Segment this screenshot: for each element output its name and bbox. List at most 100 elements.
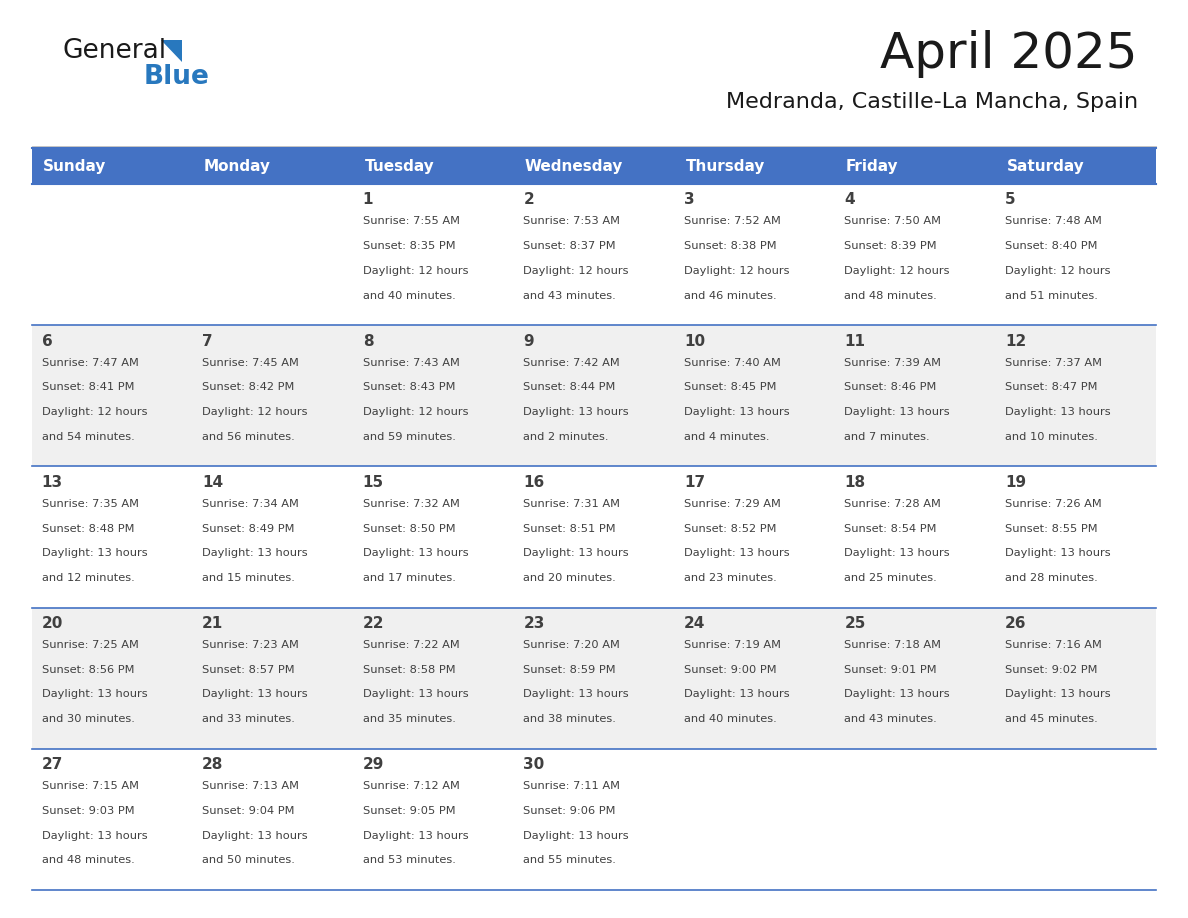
Text: Tuesday: Tuesday — [365, 159, 434, 174]
Text: Daylight: 13 hours: Daylight: 13 hours — [845, 548, 950, 558]
Text: Sunrise: 7:25 AM: Sunrise: 7:25 AM — [42, 640, 139, 650]
Text: 11: 11 — [845, 333, 866, 349]
Text: 23: 23 — [524, 616, 545, 631]
Text: and 43 minutes.: and 43 minutes. — [524, 291, 617, 300]
Text: and 48 minutes.: and 48 minutes. — [42, 856, 134, 866]
Text: Sunrise: 7:52 AM: Sunrise: 7:52 AM — [684, 217, 781, 227]
Text: Daylight: 13 hours: Daylight: 13 hours — [1005, 548, 1111, 558]
Text: Sunrise: 7:43 AM: Sunrise: 7:43 AM — [362, 358, 460, 368]
Bar — [675, 466, 835, 608]
Text: 18: 18 — [845, 475, 866, 490]
Polygon shape — [162, 40, 182, 62]
Text: 28: 28 — [202, 757, 223, 772]
Text: Daylight: 13 hours: Daylight: 13 hours — [1005, 407, 1111, 417]
Text: Sunset: 8:58 PM: Sunset: 8:58 PM — [362, 665, 455, 675]
Text: Sunrise: 7:22 AM: Sunrise: 7:22 AM — [362, 640, 460, 650]
Text: Sunrise: 7:28 AM: Sunrise: 7:28 AM — [845, 498, 941, 509]
Text: Sunset: 8:39 PM: Sunset: 8:39 PM — [845, 241, 937, 252]
Bar — [32, 466, 192, 608]
Bar — [835, 749, 996, 890]
Text: Daylight: 12 hours: Daylight: 12 hours — [202, 407, 308, 417]
Bar — [353, 148, 513, 184]
Text: Daylight: 13 hours: Daylight: 13 hours — [362, 689, 468, 700]
Bar — [996, 325, 1156, 466]
Text: Sunset: 8:56 PM: Sunset: 8:56 PM — [42, 665, 134, 675]
Bar — [513, 749, 675, 890]
Text: 16: 16 — [524, 475, 544, 490]
Text: Sunset: 8:43 PM: Sunset: 8:43 PM — [362, 383, 455, 392]
Text: and 40 minutes.: and 40 minutes. — [684, 714, 777, 724]
Text: Daylight: 13 hours: Daylight: 13 hours — [684, 689, 790, 700]
Text: Daylight: 12 hours: Daylight: 12 hours — [362, 266, 468, 276]
Text: Sunrise: 7:12 AM: Sunrise: 7:12 AM — [362, 781, 460, 791]
Text: 20: 20 — [42, 616, 63, 631]
Text: Sunset: 8:44 PM: Sunset: 8:44 PM — [524, 383, 615, 392]
Text: Monday: Monday — [204, 159, 271, 174]
Text: and 28 minutes.: and 28 minutes. — [1005, 573, 1098, 583]
Text: 17: 17 — [684, 475, 704, 490]
Text: Daylight: 13 hours: Daylight: 13 hours — [524, 407, 628, 417]
Text: and 10 minutes.: and 10 minutes. — [1005, 431, 1098, 442]
Text: 7: 7 — [202, 333, 213, 349]
Text: and 53 minutes.: and 53 minutes. — [362, 856, 456, 866]
Bar — [32, 749, 192, 890]
Text: Daylight: 13 hours: Daylight: 13 hours — [524, 689, 628, 700]
Bar — [675, 325, 835, 466]
Text: and 23 minutes.: and 23 minutes. — [684, 573, 777, 583]
Text: Sunset: 8:37 PM: Sunset: 8:37 PM — [524, 241, 615, 252]
Text: Sunrise: 7:35 AM: Sunrise: 7:35 AM — [42, 498, 139, 509]
Text: 1: 1 — [362, 193, 373, 207]
Text: 19: 19 — [1005, 475, 1026, 490]
Text: Daylight: 13 hours: Daylight: 13 hours — [362, 831, 468, 841]
Text: 4: 4 — [845, 193, 855, 207]
Text: 2: 2 — [524, 193, 535, 207]
Text: Sunset: 8:47 PM: Sunset: 8:47 PM — [1005, 383, 1098, 392]
Text: Daylight: 13 hours: Daylight: 13 hours — [42, 831, 147, 841]
Text: Sunset: 8:57 PM: Sunset: 8:57 PM — [202, 665, 295, 675]
Text: Sunrise: 7:34 AM: Sunrise: 7:34 AM — [202, 498, 299, 509]
Text: 12: 12 — [1005, 333, 1026, 349]
Text: Daylight: 13 hours: Daylight: 13 hours — [684, 548, 790, 558]
Text: Daylight: 12 hours: Daylight: 12 hours — [524, 266, 628, 276]
Text: and 12 minutes.: and 12 minutes. — [42, 573, 134, 583]
Text: Sunrise: 7:16 AM: Sunrise: 7:16 AM — [1005, 640, 1102, 650]
Bar — [675, 184, 835, 325]
Text: Sunset: 8:55 PM: Sunset: 8:55 PM — [1005, 523, 1098, 533]
Text: Blue: Blue — [144, 64, 210, 90]
Text: 3: 3 — [684, 193, 695, 207]
Bar — [353, 184, 513, 325]
Text: and 2 minutes.: and 2 minutes. — [524, 431, 608, 442]
Text: Sunset: 8:41 PM: Sunset: 8:41 PM — [42, 383, 134, 392]
Text: Sunset: 8:40 PM: Sunset: 8:40 PM — [1005, 241, 1098, 252]
Text: Sunrise: 7:11 AM: Sunrise: 7:11 AM — [524, 781, 620, 791]
Text: 27: 27 — [42, 757, 63, 772]
Bar — [835, 148, 996, 184]
Text: Daylight: 13 hours: Daylight: 13 hours — [524, 831, 628, 841]
Text: Sunset: 8:52 PM: Sunset: 8:52 PM — [684, 523, 777, 533]
Bar — [996, 184, 1156, 325]
Text: and 56 minutes.: and 56 minutes. — [202, 431, 295, 442]
Text: April 2025: April 2025 — [880, 30, 1138, 78]
Text: 24: 24 — [684, 616, 706, 631]
Text: Sunrise: 7:53 AM: Sunrise: 7:53 AM — [524, 217, 620, 227]
Text: Sunset: 8:48 PM: Sunset: 8:48 PM — [42, 523, 134, 533]
Text: Sunrise: 7:37 AM: Sunrise: 7:37 AM — [1005, 358, 1102, 368]
Text: Thursday: Thursday — [685, 159, 765, 174]
Text: and 51 minutes.: and 51 minutes. — [1005, 291, 1098, 300]
Text: Sunset: 9:05 PM: Sunset: 9:05 PM — [362, 806, 455, 816]
Bar — [513, 466, 675, 608]
Bar — [996, 466, 1156, 608]
Bar — [192, 608, 353, 749]
Text: and 38 minutes.: and 38 minutes. — [524, 714, 617, 724]
Bar — [835, 325, 996, 466]
Text: Sunset: 8:54 PM: Sunset: 8:54 PM — [845, 523, 937, 533]
Text: 10: 10 — [684, 333, 704, 349]
Text: Daylight: 13 hours: Daylight: 13 hours — [845, 689, 950, 700]
Text: 13: 13 — [42, 475, 63, 490]
Bar — [32, 184, 192, 325]
Text: Daylight: 13 hours: Daylight: 13 hours — [684, 407, 790, 417]
Text: Sunset: 9:00 PM: Sunset: 9:00 PM — [684, 665, 777, 675]
Text: and 54 minutes.: and 54 minutes. — [42, 431, 134, 442]
Text: Sunset: 8:51 PM: Sunset: 8:51 PM — [524, 523, 615, 533]
Text: General: General — [62, 38, 166, 64]
